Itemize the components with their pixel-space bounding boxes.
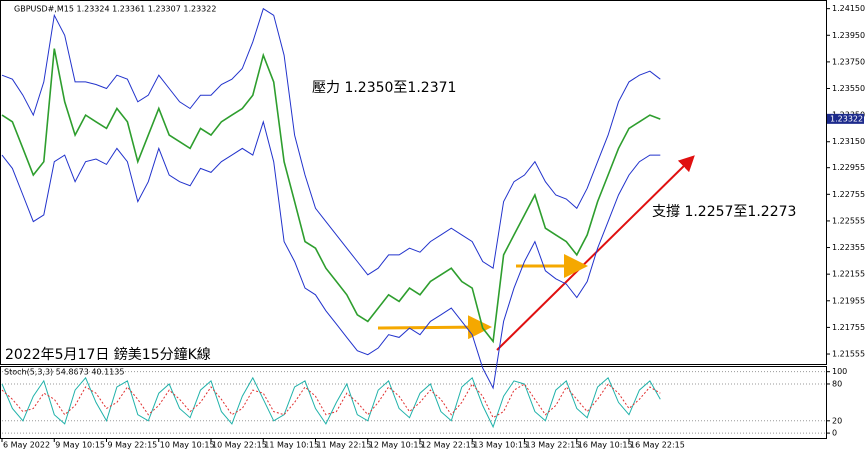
y-tick-label: 1.22155 bbox=[832, 270, 865, 279]
annotation: 支撐 1.2257至1.2273 bbox=[652, 204, 796, 220]
x-tick-label: 13 May 10:15 bbox=[473, 441, 528, 450]
x-tick-label: 9 May 22:15 bbox=[108, 441, 158, 450]
x-tick-label: 12 May 22:15 bbox=[421, 441, 476, 450]
series-line bbox=[1, 48, 661, 344]
main-frame bbox=[0, 0, 827, 365]
y-tick-label: 20 bbox=[832, 416, 842, 425]
x-tick-label: 6 May 2022 bbox=[3, 441, 50, 450]
y-tick-label: 1.23950 bbox=[832, 31, 865, 40]
y-tick-label: 1.21755 bbox=[832, 323, 865, 332]
x-tick-label: 16 May 22:15 bbox=[630, 441, 685, 450]
x-tick-label: 10 May 10:15 bbox=[160, 441, 215, 450]
series-line bbox=[1, 119, 661, 390]
y-tick-label: 1.23550 bbox=[832, 84, 865, 93]
x-tick-label: 13 May 22:15 bbox=[526, 441, 581, 450]
y-tick-label: 1.22755 bbox=[832, 190, 865, 199]
x-tick-label: 12 May 10:15 bbox=[369, 441, 424, 450]
x-tick-label: 11 May 22:15 bbox=[317, 441, 372, 450]
x-tick-label: 10 May 22:15 bbox=[212, 441, 267, 450]
y-tick-label: 1.23750 bbox=[832, 57, 865, 66]
y-tick-label: 1.21955 bbox=[832, 296, 865, 305]
stoch-frame bbox=[0, 366, 827, 439]
symbol-header: GBPUSD#,M15 1.23324 1.23361 1.23307 1.23… bbox=[14, 5, 216, 14]
y-tick-label: 1.21555 bbox=[832, 350, 865, 359]
x-tick-label: 11 May 10:15 bbox=[264, 441, 319, 450]
annotation: 壓力 1.2350至1.2371 bbox=[312, 80, 456, 96]
trend-arrow bbox=[496, 155, 695, 351]
y-tick-label: 0 bbox=[832, 429, 837, 438]
support-arrow bbox=[377, 315, 492, 340]
stoch-title: Stoch(5,3,3) 54.8673 40.1135 bbox=[4, 368, 124, 377]
price-tag bbox=[827, 113, 864, 124]
y-tick-label: 1.22555 bbox=[832, 216, 865, 225]
y-tick-label: 1.23150 bbox=[832, 137, 865, 146]
y-tick-label: 1.24150 bbox=[832, 4, 865, 13]
x-tick-label: 16 May 10:15 bbox=[578, 441, 633, 450]
series-line bbox=[1, 376, 661, 429]
series-line bbox=[1, 7, 661, 276]
y-tick-label: 1.22955 bbox=[832, 163, 865, 172]
y-tick-label: 1.22355 bbox=[832, 243, 865, 252]
y-tick-label: 80 bbox=[832, 379, 842, 388]
price-tag-label: 1.23322 bbox=[830, 114, 863, 123]
x-tick-label: 9 May 10:15 bbox=[55, 441, 105, 450]
y-tick-label: 100 bbox=[832, 367, 847, 376]
annotation: 2022年5月17日 鎊美15分鐘K線 bbox=[5, 346, 211, 363]
